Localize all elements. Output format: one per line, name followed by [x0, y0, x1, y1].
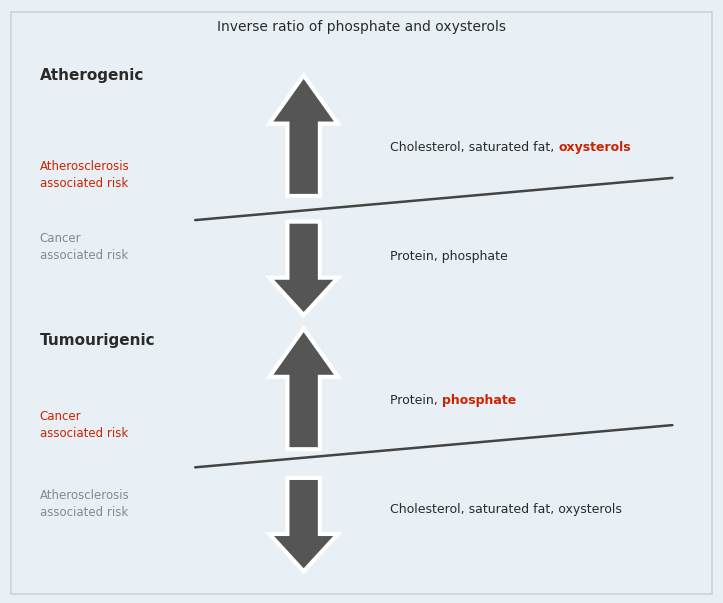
- Text: Protein, phosphate: Protein, phosphate: [390, 250, 508, 263]
- Text: Cholesterol, saturated fat, oxysterols: Cholesterol, saturated fat, oxysterols: [390, 503, 623, 516]
- Text: Cancer
associated risk: Cancer associated risk: [40, 410, 128, 440]
- Polygon shape: [269, 329, 338, 449]
- Polygon shape: [269, 221, 338, 315]
- Text: Inverse ratio of phosphate and oxysterols: Inverse ratio of phosphate and oxysterol…: [217, 20, 506, 34]
- Text: phosphate: phosphate: [442, 394, 516, 408]
- Text: Atherosclerosis
associated risk: Atherosclerosis associated risk: [40, 160, 129, 190]
- Text: Tumourigenic: Tumourigenic: [40, 333, 155, 348]
- Text: Cholesterol, saturated fat,: Cholesterol, saturated fat,: [390, 141, 559, 154]
- Text: Atherogenic: Atherogenic: [40, 68, 144, 83]
- Polygon shape: [269, 75, 338, 196]
- Polygon shape: [269, 478, 338, 572]
- Text: Cancer
associated risk: Cancer associated risk: [40, 232, 128, 262]
- Text: oxysterols: oxysterols: [559, 141, 631, 154]
- Text: Protein,: Protein,: [390, 394, 442, 408]
- Text: Atherosclerosis
associated risk: Atherosclerosis associated risk: [40, 488, 129, 519]
